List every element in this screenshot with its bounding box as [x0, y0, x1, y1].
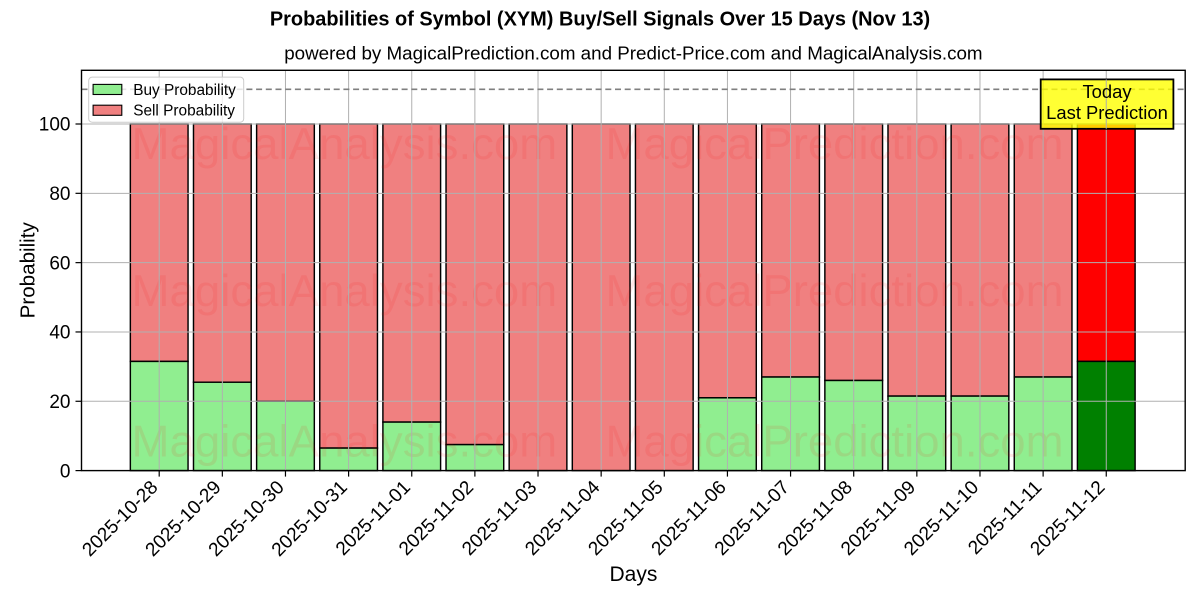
- svg-text:MagicalPrediction.com: MagicalPrediction.com: [606, 418, 1064, 467]
- svg-text:Last Prediction: Last Prediction: [1046, 102, 1168, 123]
- svg-text:80: 80: [49, 184, 70, 205]
- svg-text:powered by MagicalPrediction.c: powered by MagicalPrediction.com and Pre…: [284, 43, 982, 64]
- svg-text:0: 0: [60, 461, 71, 482]
- svg-text:Buy Probability: Buy Probability: [133, 82, 236, 99]
- svg-text:MagicalAnalysis.com: MagicalAnalysis.com: [132, 418, 558, 467]
- svg-text:MagicalPrediction.com: MagicalPrediction.com: [606, 120, 1064, 169]
- svg-text:60: 60: [49, 253, 70, 274]
- svg-text:20: 20: [49, 392, 70, 413]
- svg-text:MagicalAnalysis.com: MagicalAnalysis.com: [132, 267, 558, 316]
- svg-text:MagicalAnalysis.com: MagicalAnalysis.com: [132, 120, 558, 169]
- svg-text:Today: Today: [1082, 81, 1132, 102]
- svg-text:Probability: Probability: [17, 222, 40, 319]
- svg-text:Days: Days: [609, 563, 657, 586]
- svg-text:Probabilities of Symbol (XYM): Probabilities of Symbol (XYM) Buy/Sell S…: [270, 9, 930, 31]
- svg-text:100: 100: [39, 115, 71, 136]
- svg-text:MagicalPrediction.com: MagicalPrediction.com: [606, 267, 1064, 316]
- svg-text:40: 40: [49, 323, 70, 344]
- svg-text:Sell Probability: Sell Probability: [133, 103, 235, 120]
